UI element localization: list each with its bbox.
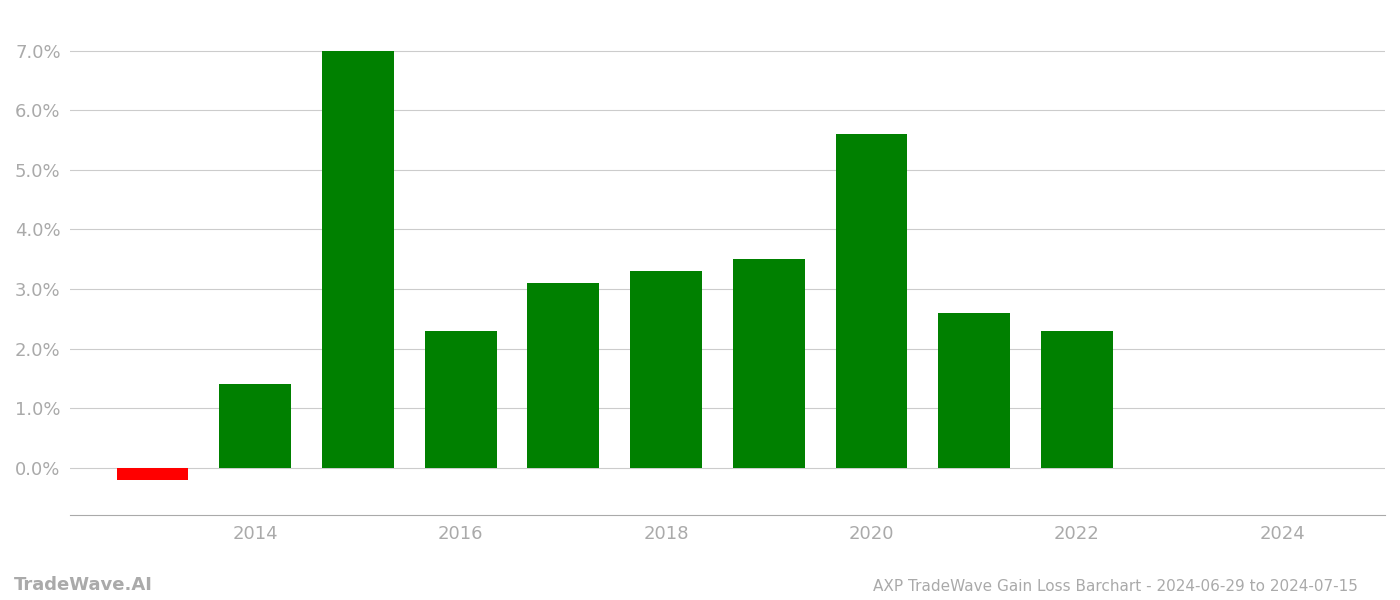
Bar xyxy=(836,134,907,467)
Bar xyxy=(116,467,189,479)
Bar xyxy=(732,259,805,467)
Text: TradeWave.AI: TradeWave.AI xyxy=(14,576,153,594)
Bar xyxy=(1042,331,1113,467)
Text: AXP TradeWave Gain Loss Barchart - 2024-06-29 to 2024-07-15: AXP TradeWave Gain Loss Barchart - 2024-… xyxy=(874,579,1358,594)
Bar xyxy=(424,331,497,467)
Bar xyxy=(322,51,393,467)
Bar xyxy=(630,271,701,467)
Bar xyxy=(220,384,291,467)
Bar xyxy=(528,283,599,467)
Bar xyxy=(938,313,1011,467)
